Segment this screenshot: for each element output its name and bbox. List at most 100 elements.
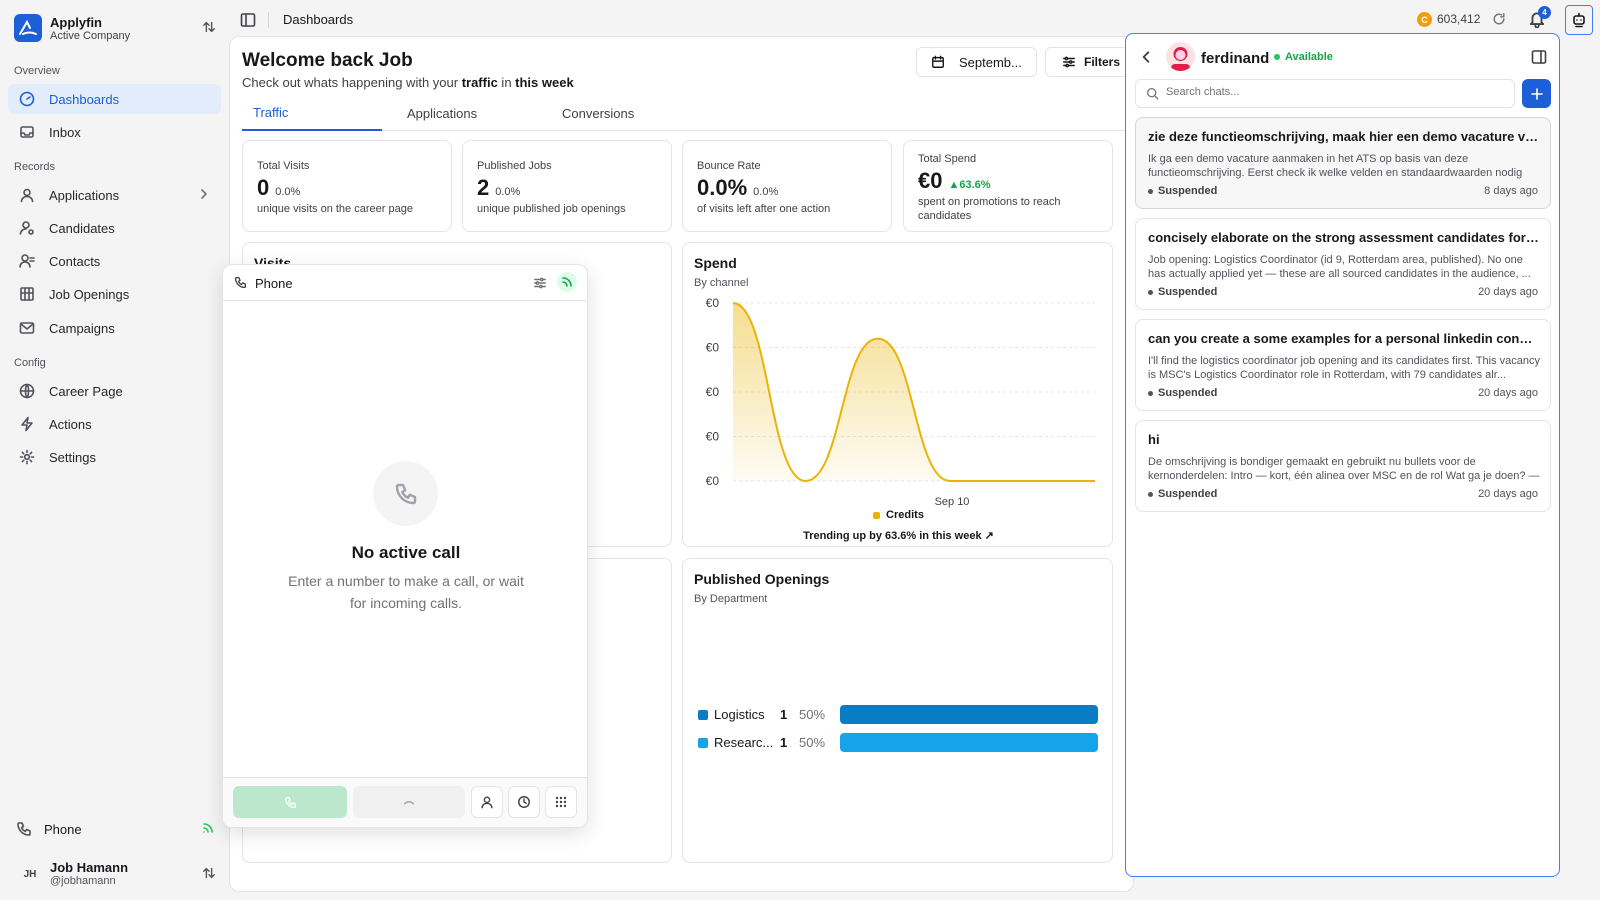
sidebar-item-label: Campaigns [49,320,115,336]
sidebar-item-settings[interactable]: Settings [8,442,221,472]
bar-row: Researc... 1 50% [683,733,1114,753]
phone-placeholder-icon [373,461,438,526]
user-search-icon [19,220,35,236]
sidebar-item-career-page[interactable]: Career Page [8,376,221,406]
building-icon [19,286,35,302]
switch-arrows-icon[interactable] [202,866,216,880]
kpi-label: Total Visits [257,160,310,172]
filters-label: Filters [1084,55,1121,69]
card-subtitle: By Department [694,593,768,605]
conversation-item[interactable]: can you create a some examples for a per… [1135,319,1551,411]
sidebar-item-label: Job Openings [49,286,130,302]
sidebar-item-job-openings[interactable]: Job Openings [8,279,221,309]
series-line [732,302,1095,483]
card-subtitle: By channel [694,277,749,289]
divider [268,12,269,28]
y-tick-label: €0 [706,474,720,488]
sidebar-item-contacts[interactable]: Contacts [8,246,221,276]
trend-note: Trending up by 63.6% in this week ↗ [803,530,994,542]
page-title: Welcome back Job [242,50,413,71]
sidebar-item-actions[interactable]: Actions [8,409,221,439]
hangup-button[interactable] [353,786,465,818]
bar-value: 1 [780,735,788,750]
credit-coin-icon: C [1417,12,1432,27]
tab-traffic[interactable]: Traffic [242,95,382,131]
x-tick-label: Sep 10 [935,496,970,508]
chat-search [1135,79,1515,108]
kpi-bounce-rate: Bounce Rate 0.0% 0.0% of visits left afte… [682,140,892,232]
chat-search-input[interactable] [1166,86,1506,98]
sidebar-item-inbox[interactable]: Inbox [8,117,221,147]
conversation-title: can you create a some examples for a per… [1148,331,1540,346]
filters-icon [1062,55,1076,69]
conversation-title: hi [1148,432,1160,447]
group-label-records: Records [14,161,55,173]
conversation-status: Suspended [1148,488,1217,500]
bar-swatch [698,738,708,748]
sidebar-toggle-icon[interactable] [240,12,256,28]
sidebar: Applyfin Active Company Overview Dashboa… [0,0,228,900]
group-label-config: Config [14,357,46,369]
new-chat-button[interactable] [1522,79,1551,108]
filters-button[interactable]: Filters [1045,47,1129,77]
settings-sliders-icon[interactable] [533,276,547,290]
notification-count-badge: 4 [1538,6,1551,19]
conversation-snippet: Ik ga een demo vacature aanmaken in het … [1148,153,1523,179]
conversation-time: 20 days ago [1478,387,1538,399]
card-title: Published Openings [694,571,830,587]
kpi-total-visits: Total Visits 0 0.0% unique visits on the … [242,140,452,232]
panel-layout-icon[interactable] [1531,49,1547,65]
back-chevron-icon[interactable] [1140,50,1152,64]
chart-legend: Credits [683,509,1114,521]
y-tick-label: €0 [706,296,720,310]
sidebar-item-dashboards[interactable]: Dashboards [8,84,221,114]
keypad-button[interactable] [545,786,577,818]
breadcrumb[interactable]: Dashboards [283,12,354,27]
history-button[interactable] [508,786,540,818]
published-openings-card: Published Openings By Department Logisti… [682,558,1113,863]
assistant-bot-icon[interactable] [1565,5,1593,35]
user-menu[interactable]: JH Job Hamann @jobhamann [12,854,222,894]
switch-arrows-icon[interactable] [202,20,216,34]
tab-applications[interactable]: Applications [407,105,478,121]
conversation-item[interactable]: concisely elaborate on the strong assess… [1135,218,1551,310]
conversation-item[interactable]: hi De omschrijving is bondiger gemaakt e… [1135,420,1551,512]
contacts-button[interactable] [471,786,503,818]
conversation-status: Suspended [1148,286,1217,298]
phone-icon [234,276,247,289]
conversation-snippet: De omschrijving is bondiger gemaakt en g… [1148,456,1540,482]
sidebar-item-applications[interactable]: Applications [8,180,221,210]
bar-percent: 50% [799,707,826,722]
assistant-chat-panel: ferdinand Available zie deze functieomsc… [1125,33,1560,877]
tab-conversions[interactable]: Conversions [562,105,635,121]
inbox-icon [19,124,35,140]
conversation-item[interactable]: zie deze functieomschrijving, maak hier … [1135,117,1551,209]
bar [840,733,1098,752]
company-switcher[interactable]: Applyfin Active Company [14,14,222,44]
bar-label: Researc... [714,735,774,750]
conversation-status: Suspended [1148,185,1217,197]
kpi-description: unique visits on the career page [257,203,413,215]
phone-title: Phone [255,276,293,291]
phone-icon [16,821,32,837]
conversation-time: 8 days ago [1484,185,1538,197]
sidebar-item-campaigns[interactable]: Campaigns [8,313,221,343]
kpi-description: unique published job openings [477,203,626,215]
call-button[interactable] [233,786,347,818]
conversation-time: 20 days ago [1478,488,1538,500]
bar-label: Logistics [714,707,765,722]
sidebar-phone-label: Phone [44,821,82,837]
department-bar-chart: Logistics 1 50% Researc... 1 50% [683,705,1114,775]
signal-icon[interactable] [557,272,577,292]
date-range-button[interactable]: Septemb... [916,47,1037,77]
clock-icon [517,795,531,809]
sidebar-phone[interactable]: Phone [8,814,221,844]
series-area [733,303,1095,481]
bar-swatch [698,710,708,720]
user-icon [480,795,494,809]
y-tick-label: €0 [706,430,720,444]
sidebar-item-candidates[interactable]: Candidates [8,213,221,243]
refresh-icon[interactable] [1492,12,1506,26]
sidebar-item-label: Contacts [49,253,101,269]
kpi-description: of visits left after one action [697,203,831,215]
